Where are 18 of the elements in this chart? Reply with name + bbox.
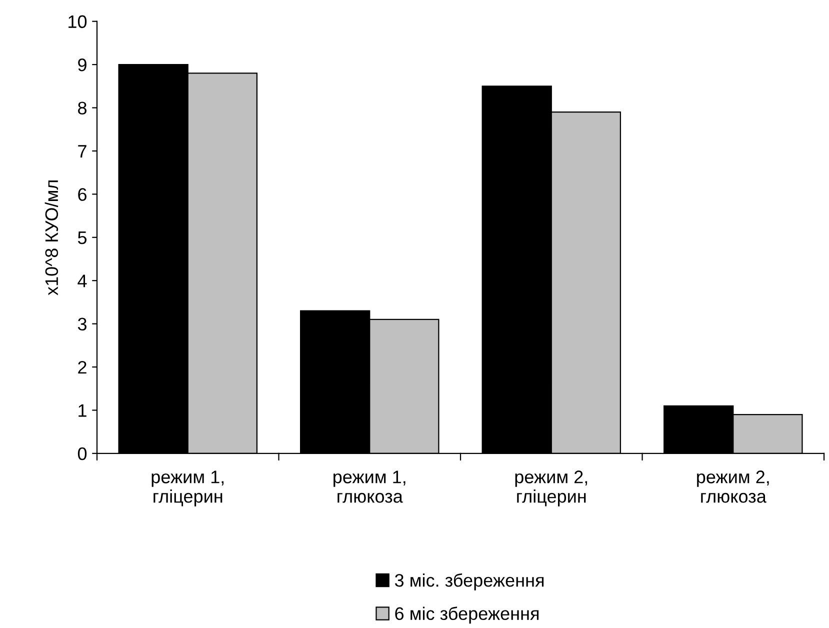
x-tick-label: режим 2, глюкоза <box>697 470 769 503</box>
x-tick-label: режим 1, глюкоза <box>334 470 406 503</box>
y-tick-label: 9 <box>78 58 86 72</box>
y-tick-label: 2 <box>78 360 86 374</box>
y-tick-label: 4 <box>78 274 87 288</box>
y-tick-label: 8 <box>78 102 86 114</box>
y-tick-label: 5 <box>78 232 87 244</box>
legend-label: 3 міс. збереження <box>394 573 544 590</box>
x-tick-label: режим 1, гліцерин <box>152 470 224 506</box>
y-tick-label: 10 <box>68 15 87 28</box>
y-tick-label: 0 <box>78 447 87 460</box>
y-axis-title: x10^8 КУО/мл <box>44 180 58 296</box>
y-tick-label: 3 <box>78 318 86 331</box>
y-tick-label: 1 <box>78 404 86 417</box>
x-tick-label: режим 2, гліцерин <box>515 470 588 506</box>
y-tick-label: 6 <box>78 188 86 201</box>
y-tick-label: 7 <box>78 145 86 158</box>
legend-label: 6 міс збереження <box>395 606 539 624</box>
